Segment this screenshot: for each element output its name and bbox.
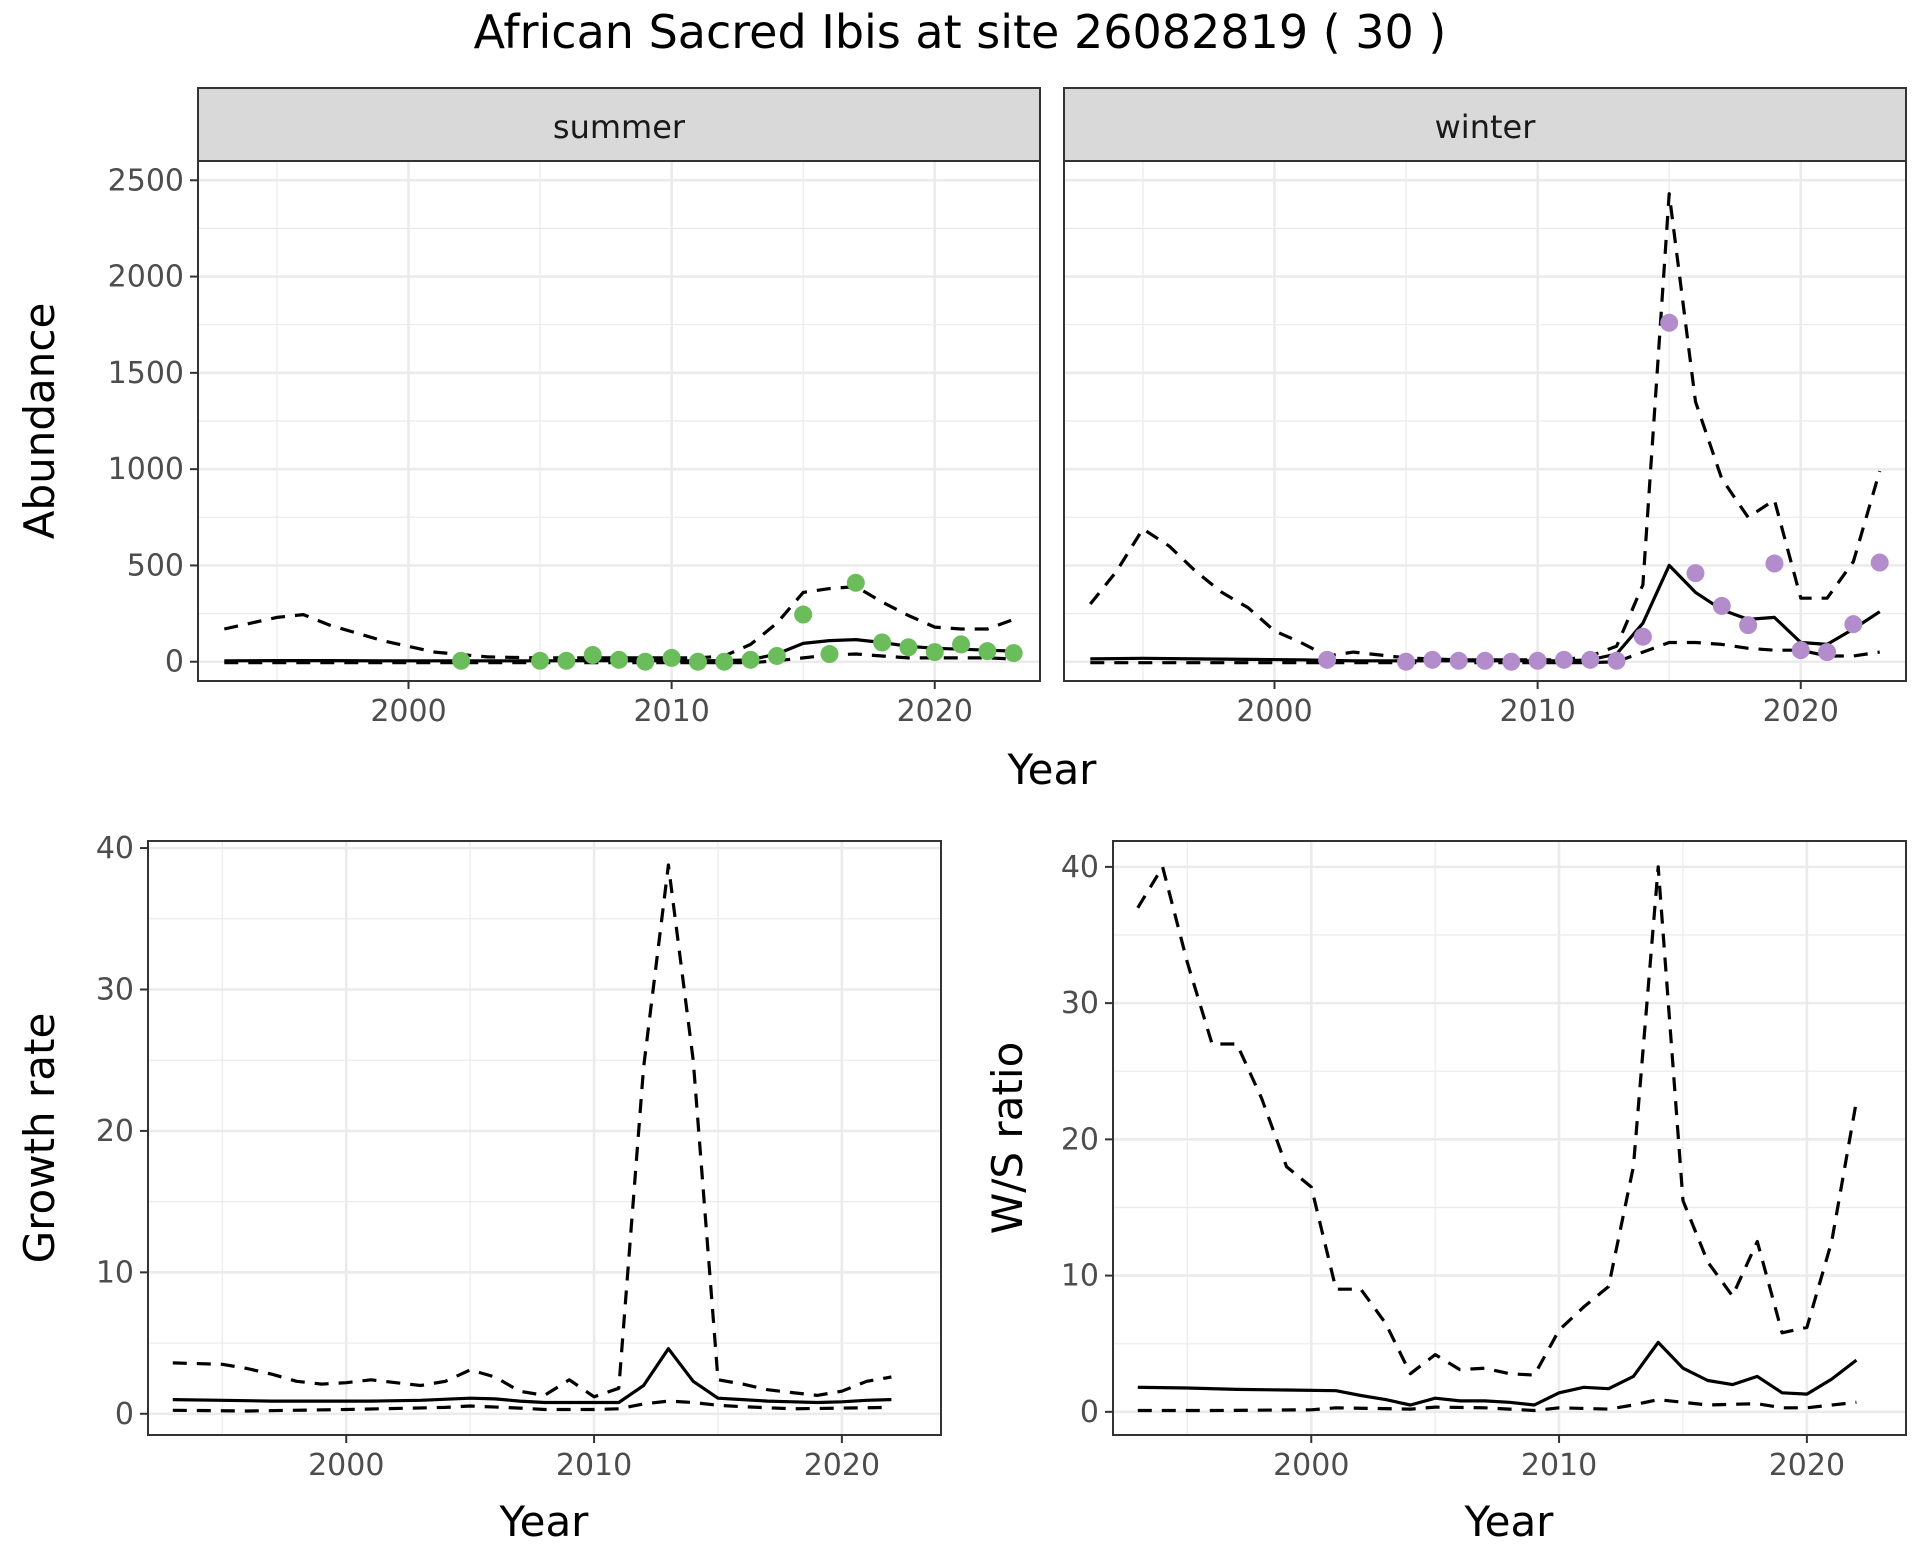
y-tick-label: 40 bbox=[96, 831, 134, 866]
observation-point bbox=[531, 651, 550, 670]
plot-border bbox=[1112, 840, 1907, 1436]
observation-point bbox=[1476, 651, 1494, 670]
confidence-bound-line bbox=[172, 1399, 892, 1413]
y-tick-label: 20 bbox=[1061, 1122, 1099, 1157]
observation-point bbox=[1607, 651, 1626, 670]
observation-point bbox=[557, 651, 576, 670]
observation-point bbox=[1633, 627, 1652, 646]
plot-border bbox=[1063, 160, 1907, 682]
observation-point bbox=[610, 650, 628, 669]
observation-point bbox=[1502, 652, 1521, 671]
confidence-bound-line bbox=[172, 863, 892, 1399]
observation-point bbox=[1844, 615, 1863, 634]
ws-ratio-panel: 0 10 20 30 40 2000 2010 2020 W/S ratio Year bbox=[983, 840, 1907, 1546]
observation-point bbox=[741, 650, 760, 669]
facet-strip-winter bbox=[1063, 87, 1907, 162]
x-tick-label: 2010 bbox=[556, 1448, 632, 1483]
x-tick-label: 2000 bbox=[1273, 1448, 1349, 1483]
observation-point bbox=[1818, 643, 1837, 662]
estimate-line bbox=[1137, 1340, 1858, 1407]
observation-point bbox=[1712, 596, 1731, 615]
observation-point bbox=[452, 651, 471, 670]
observation-point bbox=[1686, 564, 1705, 583]
confidence-bound-line bbox=[1136, 865, 1858, 1377]
x-tick-label: 2020 bbox=[1769, 1448, 1845, 1483]
y-tick-label: 2500 bbox=[108, 163, 184, 198]
y-tick-label: 1500 bbox=[108, 356, 184, 391]
observation-point bbox=[899, 638, 918, 657]
confidence-bound-line bbox=[223, 585, 1015, 660]
x-tick-label: 2020 bbox=[804, 1448, 880, 1483]
x-tick-label: 2010 bbox=[1521, 1448, 1597, 1483]
observation-point bbox=[794, 605, 813, 624]
observation-point bbox=[1397, 652, 1416, 671]
x-tick-label: 2020 bbox=[1763, 694, 1839, 729]
y-tick-label: 20 bbox=[96, 1114, 134, 1149]
y-tick-label: 0 bbox=[165, 645, 184, 680]
chart-title: African Sacred Ibis at site 26082819 ( 3… bbox=[474, 5, 1447, 59]
y-tick-label: 40 bbox=[1061, 850, 1099, 885]
observation-point bbox=[767, 646, 786, 665]
y-tick-label: 30 bbox=[96, 973, 134, 1008]
confidence-bound-line bbox=[1137, 1398, 1857, 1413]
y-tick-label: 30 bbox=[1061, 986, 1099, 1021]
observation-point bbox=[1765, 554, 1784, 573]
observation-point bbox=[1004, 644, 1023, 663]
observation-point bbox=[636, 652, 655, 671]
x-tick-label: 2000 bbox=[1236, 694, 1312, 729]
observation-point bbox=[1554, 650, 1573, 669]
observation-point bbox=[873, 633, 892, 652]
observation-point bbox=[978, 642, 997, 661]
estimate-line bbox=[172, 1347, 892, 1405]
observation-point bbox=[662, 648, 681, 667]
y-tick-label: 500 bbox=[127, 548, 184, 583]
x-tick-label: 2000 bbox=[308, 1448, 384, 1483]
observation-point bbox=[1449, 651, 1468, 670]
facet-strip-summer bbox=[197, 87, 1041, 162]
plot-border bbox=[197, 160, 1041, 682]
y-tick-label: 10 bbox=[96, 1255, 134, 1290]
y-axis-title: Abundance bbox=[15, 303, 64, 540]
facet-label-winter: winter bbox=[1435, 108, 1537, 146]
x-axis-title-top: Year bbox=[1007, 745, 1098, 794]
y-tick-label: 2000 bbox=[108, 260, 184, 295]
confidence-bound-line bbox=[1089, 192, 1882, 662]
observation-point bbox=[1528, 651, 1547, 670]
x-axis-title: Year bbox=[499, 1497, 590, 1546]
x-tick-label: 2010 bbox=[633, 694, 709, 729]
x-axis-title: Year bbox=[1464, 1497, 1555, 1546]
facet-label-summer: summer bbox=[553, 108, 686, 146]
observation-point bbox=[1318, 650, 1337, 669]
y-axis-title: W/S ratio bbox=[983, 1042, 1032, 1235]
observation-point bbox=[715, 652, 734, 671]
observation-point bbox=[1581, 650, 1600, 669]
observation-point bbox=[1870, 553, 1889, 572]
y-axis-title: Growth rate bbox=[15, 1013, 64, 1264]
observation-point bbox=[925, 643, 944, 662]
estimate-line bbox=[1090, 563, 1881, 663]
y-tick-label: 0 bbox=[1080, 1395, 1099, 1430]
observation-point bbox=[1423, 650, 1442, 669]
growth-rate-panel: 0 10 20 30 40 2000 2010 2020 Growth rate Year bbox=[15, 831, 942, 1546]
observation-point bbox=[952, 635, 971, 654]
observation-point bbox=[1739, 616, 1758, 635]
y-tick-label: 10 bbox=[1061, 1259, 1099, 1294]
plot-border bbox=[147, 840, 942, 1436]
x-tick-label: 2010 bbox=[1499, 694, 1575, 729]
observation-point bbox=[846, 573, 865, 592]
confidence-bound-line bbox=[1090, 640, 1880, 665]
winter-abundance-panel: winter 2000 2010 2020 bbox=[1063, 87, 1907, 729]
observation-point bbox=[820, 645, 839, 664]
observation-point bbox=[688, 652, 707, 671]
observation-point bbox=[1660, 313, 1679, 332]
summer-abundance-panel: summer 0 500 1000 1500 2000 2500 2000 2010 2020… bbox=[15, 87, 1041, 729]
x-tick-label: 2000 bbox=[370, 694, 446, 729]
x-tick-label: 2020 bbox=[897, 694, 973, 729]
estimate-line bbox=[224, 638, 1014, 663]
y-tick-label: 0 bbox=[115, 1397, 134, 1432]
y-tick-label: 1000 bbox=[108, 452, 184, 487]
observation-point bbox=[583, 646, 602, 664]
observation-point bbox=[1791, 641, 1810, 660]
